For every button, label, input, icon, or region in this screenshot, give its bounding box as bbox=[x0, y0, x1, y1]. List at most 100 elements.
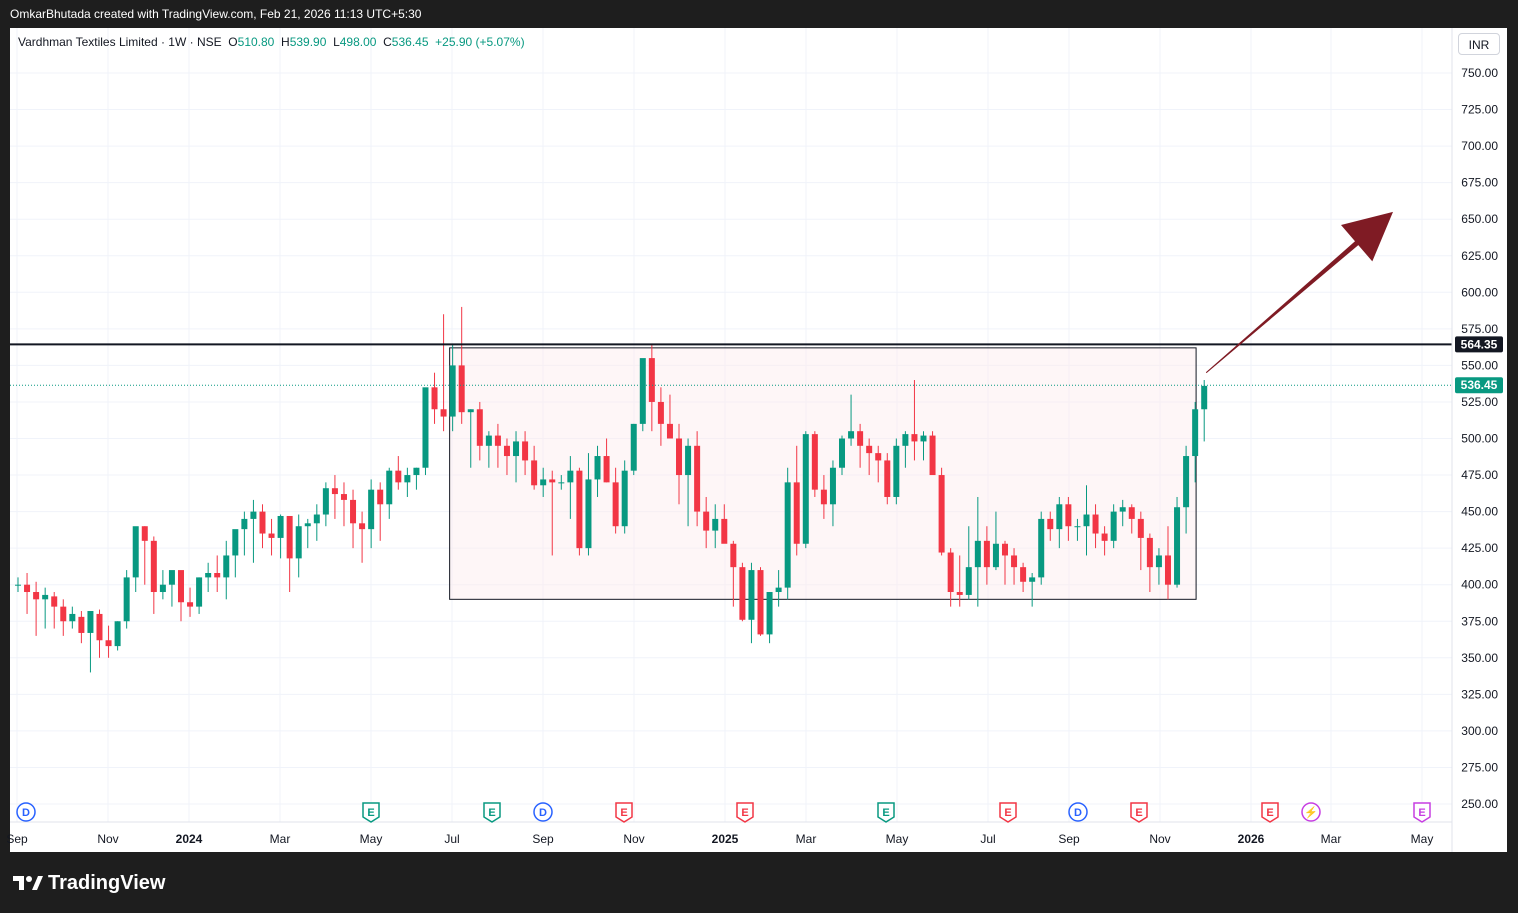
badge-letter: E bbox=[741, 807, 748, 819]
candle-body bbox=[24, 584, 31, 593]
candle-body bbox=[676, 438, 683, 476]
candle-body bbox=[476, 409, 483, 446]
candle-body bbox=[331, 488, 338, 495]
badge-circle bbox=[16, 802, 36, 822]
chart-frame[interactable] bbox=[10, 28, 1507, 852]
badge-letter: E bbox=[488, 807, 495, 819]
y-tick-label: 575.00 bbox=[1461, 322, 1498, 336]
earnings-badge: E bbox=[615, 802, 633, 823]
candle-body bbox=[992, 543, 999, 568]
candle-body bbox=[1020, 567, 1027, 582]
candle-body bbox=[1074, 526, 1081, 528]
candle-body bbox=[630, 423, 637, 471]
candle-body bbox=[422, 387, 429, 468]
candle-body bbox=[911, 434, 918, 442]
candle-body bbox=[956, 592, 963, 595]
candle-body bbox=[467, 409, 474, 413]
candle-body bbox=[123, 577, 130, 622]
candle-body bbox=[404, 475, 411, 483]
candle-body bbox=[440, 409, 447, 417]
footer-brand: TradingView bbox=[48, 872, 166, 894]
x-tick-label: Mar bbox=[1321, 832, 1342, 846]
resistance-price-tag bbox=[1455, 336, 1503, 353]
badge-letter: E bbox=[1266, 807, 1273, 819]
x-tick-label: Sep bbox=[6, 832, 28, 846]
candle-body bbox=[531, 460, 538, 486]
earnings-badge: E bbox=[1413, 802, 1431, 823]
change-value: +25.90 (+5.07%) bbox=[435, 35, 525, 49]
candle-body bbox=[114, 621, 121, 647]
candle-body bbox=[1029, 577, 1036, 582]
breakout-arrow[interactable] bbox=[1205, 211, 1393, 374]
candle-body bbox=[159, 584, 166, 593]
range-box bbox=[449, 347, 1197, 600]
last-price-tag bbox=[1455, 377, 1503, 394]
badge-letter: E bbox=[1004, 807, 1011, 819]
y-tick-label: 350.00 bbox=[1461, 651, 1498, 665]
candle-body bbox=[685, 445, 692, 476]
candle-body bbox=[105, 640, 112, 647]
currency-button[interactable]: INR bbox=[1458, 33, 1500, 55]
candle-body bbox=[205, 573, 212, 578]
candle-body bbox=[1047, 518, 1054, 530]
candle-body bbox=[51, 596, 58, 607]
x-tick-label: May bbox=[360, 832, 383, 846]
candle-body bbox=[386, 470, 393, 505]
candle-body bbox=[150, 540, 157, 593]
earnings-badge: E bbox=[999, 802, 1017, 823]
badge-letter: E bbox=[367, 807, 374, 819]
event-badges[interactable]: D E E D E E E E D E E ⚡ E bbox=[16, 802, 1431, 823]
badge-letter: D bbox=[22, 807, 30, 819]
candle-body bbox=[549, 479, 556, 483]
candle-body bbox=[657, 401, 664, 424]
candle-body bbox=[974, 540, 981, 568]
candle-body bbox=[603, 456, 610, 483]
candle-body bbox=[503, 445, 510, 457]
candle-body bbox=[938, 475, 945, 553]
price-axis[interactable]: 250.00 275.00 300.00 325.00 350.00 375.00 400.… bbox=[1451, 28, 1503, 852]
badge-shape bbox=[1413, 802, 1431, 823]
candle-body bbox=[829, 467, 836, 505]
candle-body bbox=[413, 467, 420, 476]
candle-body bbox=[168, 570, 175, 585]
candle-body bbox=[1155, 555, 1162, 568]
candle-body bbox=[857, 431, 864, 446]
x-tick-label: Jul bbox=[980, 832, 995, 846]
candle-body bbox=[1001, 543, 1008, 556]
candle-body bbox=[322, 488, 329, 515]
candle-body bbox=[458, 365, 465, 413]
x-tick-label: May bbox=[886, 832, 909, 846]
grid bbox=[10, 28, 1452, 822]
y-tick-label: 550.00 bbox=[1461, 358, 1498, 372]
candle-body bbox=[893, 445, 900, 497]
candle-body bbox=[304, 523, 311, 527]
candle-body bbox=[1128, 507, 1135, 519]
candle-body bbox=[277, 515, 284, 538]
attribution-bar: OmkarBhutada created with TradingView.co… bbox=[0, 0, 1518, 28]
candle-body bbox=[639, 358, 646, 424]
badge-letter: D bbox=[539, 807, 547, 819]
badge-shape bbox=[615, 802, 633, 823]
candle-body bbox=[33, 592, 40, 600]
dividend-badge: D bbox=[533, 802, 553, 822]
candle-body bbox=[295, 526, 302, 559]
y-tick-label: 675.00 bbox=[1461, 176, 1498, 190]
x-tick-label: Nov bbox=[623, 832, 644, 846]
candle-body bbox=[69, 613, 76, 622]
candle-body bbox=[784, 482, 791, 588]
dividend-badge: D bbox=[16, 802, 36, 822]
y-tick-label: 625.00 bbox=[1461, 249, 1498, 263]
x-tick-label: Mar bbox=[796, 832, 817, 846]
candle-body bbox=[820, 489, 827, 505]
earnings-badge: E bbox=[736, 802, 754, 823]
open-label: O bbox=[228, 35, 238, 49]
candle-body bbox=[340, 494, 347, 500]
breakout-arrow-layer[interactable] bbox=[1205, 211, 1393, 374]
earnings-badge: E bbox=[877, 802, 895, 823]
candle-body bbox=[1083, 514, 1090, 527]
time-axis[interactable]: Sep Nov 2024 Mar May Jul Sep Nov 2025 Mar May Jul Se… bbox=[6, 821, 1452, 846]
candle-body bbox=[839, 438, 846, 468]
x-tick-label: 2025 bbox=[712, 832, 739, 846]
badge-circle bbox=[1301, 802, 1321, 822]
